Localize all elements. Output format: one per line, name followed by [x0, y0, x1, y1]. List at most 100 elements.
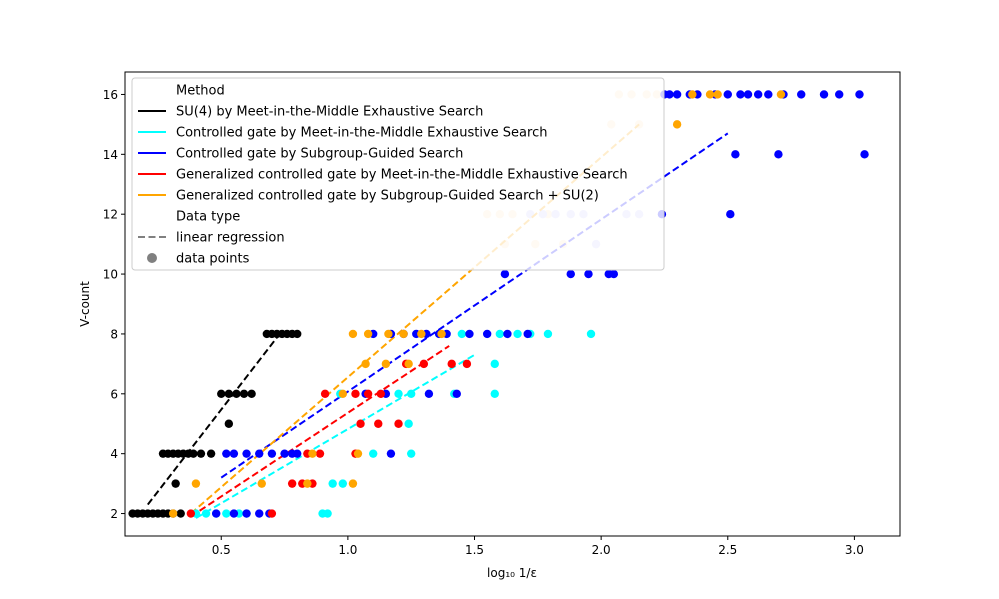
data-point-series-5 [191, 479, 201, 488]
data-point-series-5 [353, 449, 363, 458]
data-point-series-3 [566, 269, 575, 279]
regression-line-1 [147, 330, 283, 506]
data-point-series-3 [500, 269, 510, 279]
data-point-series-1 [196, 449, 206, 458]
data-point-series-2 [490, 359, 499, 369]
data-point-series-3 [255, 449, 264, 458]
data-point-series-5 [437, 329, 446, 339]
x-tick-label: 2.5 [718, 543, 737, 557]
data-point-series-2 [338, 479, 348, 488]
data-point-series-5 [338, 389, 348, 399]
data-point-series-1 [217, 389, 226, 399]
x-tick-label: 3.0 [845, 543, 864, 557]
data-point-series-4 [351, 389, 360, 399]
data-point-series-4 [376, 389, 386, 399]
legend-entry-3: Controlled gate by Subgroup-Guided Searc… [176, 147, 463, 162]
data-point-series-3 [523, 329, 532, 339]
data-point-series-4 [287, 479, 297, 488]
data-point-series-3 [229, 449, 239, 458]
data-point-series-3 [452, 389, 461, 399]
y-tick-label: 14 [103, 148, 118, 162]
data-point-series-3 [242, 509, 251, 518]
data-point-series-3 [386, 449, 396, 458]
data-point-series-5 [348, 479, 358, 488]
x-axis: 0.5 1.0 1.5 2.0 2.5 3.0 [212, 536, 864, 557]
data-point-series-2 [328, 479, 337, 488]
data-point-series-1 [206, 449, 216, 458]
legend-entry-1: SU(4) by Meet-in-the-Middle Exhaustive S… [176, 105, 483, 120]
data-point-series-3 [293, 449, 302, 458]
data-point-series-4 [320, 389, 330, 399]
data-point-series-3 [743, 90, 753, 99]
data-point-series-2 [394, 389, 403, 399]
data-point-series-3 [797, 90, 806, 99]
x-tick-label: 1.0 [338, 543, 357, 557]
data-point-series-2 [495, 329, 505, 339]
data-point-series-2 [369, 449, 378, 458]
data-point-series-4 [447, 359, 456, 369]
data-point-series-5 [257, 479, 266, 488]
data-point-series-3 [819, 90, 829, 99]
data-point-series-5 [713, 90, 722, 99]
data-point-series-3 [503, 329, 512, 339]
data-point-series-4 [394, 419, 403, 428]
data-point-series-5 [417, 329, 426, 339]
y-tick-label: 12 [103, 208, 118, 222]
data-point-series-2 [586, 329, 596, 339]
data-point-series-2 [543, 329, 553, 339]
data-point-series-3 [280, 449, 289, 458]
data-point-series-1 [232, 389, 241, 399]
data-point-series-4 [315, 449, 325, 458]
data-point-series-2 [323, 509, 332, 518]
data-point-series-2 [406, 449, 416, 458]
y-axis-label: V-count [78, 281, 92, 327]
data-point-series-3 [835, 90, 844, 99]
data-point-series-3 [424, 389, 434, 399]
data-point-series-3 [242, 449, 251, 458]
legend-entry-2: Controlled gate by Meet-in-the-Middle Ex… [176, 126, 547, 141]
legend-style-entry: linear regression [176, 231, 285, 246]
data-point-series-3 [211, 509, 221, 518]
legend-entry-5: Generalized controlled gate by Subgroup-… [176, 189, 599, 204]
legend-title-method: Method [176, 84, 225, 99]
legend-title-data-type: Data type [176, 210, 240, 225]
data-point-series-3 [736, 90, 745, 99]
data-point-series-2 [513, 329, 522, 339]
y-tick-label: 8 [110, 327, 118, 341]
data-point-series-3 [764, 90, 773, 99]
data-point-series-5 [363, 329, 373, 339]
data-point-series-1 [224, 389, 234, 399]
data-point-series-5 [399, 329, 408, 339]
data-point-series-3 [753, 90, 763, 99]
data-point-series-5 [348, 329, 358, 339]
legend-box [131, 77, 665, 271]
data-point-series-1 [239, 389, 249, 399]
data-point-series-4 [419, 359, 429, 369]
plot-frame [124, 71, 901, 537]
data-point-series-4 [186, 509, 196, 518]
data-point-series-3 [229, 509, 239, 518]
data-point-series-1 [224, 419, 234, 428]
data-point-series-5 [308, 449, 317, 458]
data-point-series-1 [293, 329, 302, 339]
data-point-series-5 [303, 479, 312, 488]
regression-line-4 [190, 345, 450, 518]
data-point-series-3 [584, 269, 593, 279]
data-point-series-4 [267, 509, 277, 518]
data-point-series-2 [490, 389, 499, 399]
data-point-series-5 [168, 509, 178, 518]
data-point-series-1 [176, 509, 185, 518]
legend-style-entry: data points [176, 252, 250, 267]
y-tick-label: 2 [110, 507, 118, 521]
data-point-series-3 [860, 150, 869, 159]
x-tick-label: 0.5 [212, 543, 231, 557]
data-point-series-3 [723, 90, 732, 99]
y-tick-label: 16 [103, 88, 118, 102]
data-point-series-3 [774, 150, 783, 159]
data-point-series-5 [361, 359, 370, 369]
data-point-series-3 [609, 269, 619, 279]
data-point-series-5 [384, 329, 393, 339]
x-axis-label: log₁₀ 1/ε [487, 566, 537, 580]
data-point-series-3 [665, 90, 674, 99]
